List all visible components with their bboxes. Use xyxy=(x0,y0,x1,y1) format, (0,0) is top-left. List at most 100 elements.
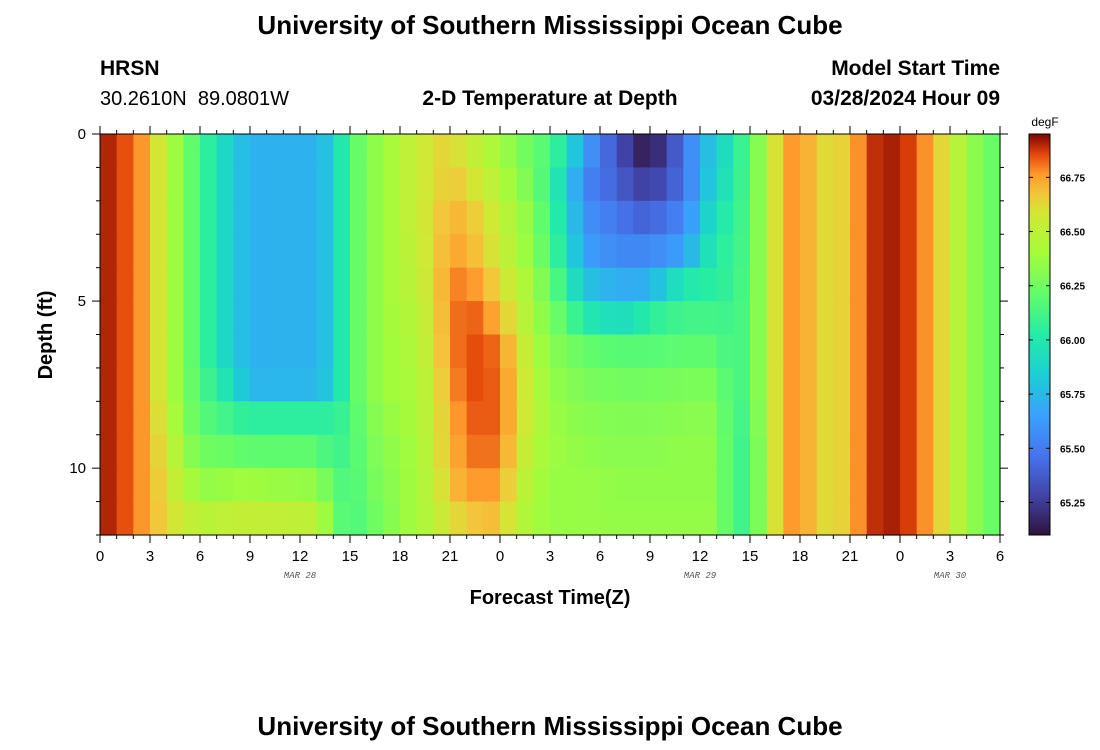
heatmap-cell xyxy=(150,401,168,436)
heatmap-cell xyxy=(116,434,134,469)
heatmap-cell xyxy=(500,501,518,536)
heatmap-cell xyxy=(600,301,618,336)
x-tick-label: 3 xyxy=(546,548,554,565)
page-title: University of Southern Mississippi Ocean… xyxy=(257,10,842,40)
heatmap-cell xyxy=(816,301,834,336)
heatmap-cell xyxy=(600,234,618,269)
heatmap-cell xyxy=(266,200,284,235)
heatmap-cell xyxy=(683,234,701,269)
heatmap-cell xyxy=(416,468,434,503)
heatmap-cell xyxy=(583,234,601,269)
heatmap-cell xyxy=(700,200,718,235)
heatmap-cell xyxy=(433,134,451,169)
heatmap-cell xyxy=(750,334,768,369)
heatmap-cell xyxy=(866,468,884,503)
heatmap-cell xyxy=(266,267,284,302)
heatmap-cell xyxy=(683,334,701,369)
heatmap-cell xyxy=(700,501,718,536)
heatmap-cell xyxy=(200,301,218,336)
heatmap-cell xyxy=(383,501,401,536)
heatmap-cell xyxy=(733,434,751,469)
colorbar-tick-label: 66.00 xyxy=(1060,336,1085,347)
heatmap-cell xyxy=(500,468,518,503)
heatmap-cell xyxy=(550,200,568,235)
heatmap-cell xyxy=(266,301,284,336)
model-start-label: Model Start Time xyxy=(831,57,1000,80)
heatmap-cell xyxy=(116,134,134,169)
heatmap-cell xyxy=(416,401,434,436)
heatmap-cell xyxy=(666,200,684,235)
heatmap-cell xyxy=(300,434,318,469)
heatmap-cell xyxy=(833,334,851,369)
heatmap-cell xyxy=(616,267,634,302)
heatmap-cell xyxy=(800,167,818,202)
heatmap-cell xyxy=(966,167,984,202)
heatmap-cell xyxy=(283,234,301,269)
heatmap-cell xyxy=(383,234,401,269)
heatmap-cell xyxy=(350,334,368,369)
heatmap-cell xyxy=(316,200,334,235)
heatmap-cell xyxy=(833,134,851,169)
heatmap-cell xyxy=(283,134,301,169)
heatmap-cell xyxy=(500,167,518,202)
heatmap-cell xyxy=(866,334,884,369)
heatmap-cell xyxy=(500,200,518,235)
heatmap-cell xyxy=(516,200,534,235)
x-tick-label: 6 xyxy=(196,548,204,565)
heatmap-cell xyxy=(316,468,334,503)
heatmap-cell xyxy=(800,200,818,235)
x-tick-label: 21 xyxy=(842,548,859,565)
heatmap-cell xyxy=(850,367,868,402)
heatmap-cell xyxy=(616,468,634,503)
heatmap-cell xyxy=(366,234,384,269)
heatmap-cell xyxy=(100,134,118,169)
heatmap-cell xyxy=(900,301,918,336)
heatmap-cell xyxy=(500,334,518,369)
heatmap-cell xyxy=(650,434,668,469)
heatmap-cell xyxy=(883,468,901,503)
heatmap-cell xyxy=(166,301,184,336)
heatmap-cell xyxy=(483,301,501,336)
heatmap-cell xyxy=(433,167,451,202)
heatmap-cell xyxy=(866,401,884,436)
heatmap-cell xyxy=(633,267,651,302)
heatmap-cell xyxy=(433,334,451,369)
heatmap-cell xyxy=(933,468,951,503)
heatmap-cells xyxy=(100,134,1001,536)
heatmap-cell xyxy=(233,501,251,536)
heatmap-cell xyxy=(300,401,318,436)
y-tick-label: 10 xyxy=(69,460,86,477)
heatmap-cell xyxy=(566,468,584,503)
heatmap-cell xyxy=(800,301,818,336)
heatmap-cell xyxy=(600,334,618,369)
heatmap-cell xyxy=(466,367,484,402)
heatmap-cell xyxy=(400,267,418,302)
heatmap-cell xyxy=(900,501,918,536)
heatmap-cell xyxy=(100,468,118,503)
heatmap-cell xyxy=(116,334,134,369)
heatmap-cell xyxy=(766,434,784,469)
heatmap-cell xyxy=(550,234,568,269)
heatmap-cell xyxy=(816,234,834,269)
heatmap-cell xyxy=(900,468,918,503)
heatmap-cell xyxy=(533,301,551,336)
heatmap-cell xyxy=(383,401,401,436)
heatmap-cell xyxy=(183,234,201,269)
heatmap-cell xyxy=(833,167,851,202)
heatmap-cell xyxy=(916,167,934,202)
x-axis-label: Forecast Time(Z) xyxy=(470,587,631,609)
heatmap-cell xyxy=(883,367,901,402)
heatmap-cell xyxy=(416,200,434,235)
heatmap-cell xyxy=(350,367,368,402)
heatmap-cell xyxy=(966,367,984,402)
x-tick-label: 6 xyxy=(996,548,1004,565)
heatmap-cell xyxy=(366,468,384,503)
heatmap-cell xyxy=(483,267,501,302)
heatmap-cell xyxy=(933,134,951,169)
heatmap-cell xyxy=(150,234,168,269)
heatmap-cell xyxy=(600,167,618,202)
heatmap-cell xyxy=(750,167,768,202)
heatmap-cell xyxy=(366,301,384,336)
heatmap-cell xyxy=(233,267,251,302)
heatmap-cell xyxy=(650,234,668,269)
